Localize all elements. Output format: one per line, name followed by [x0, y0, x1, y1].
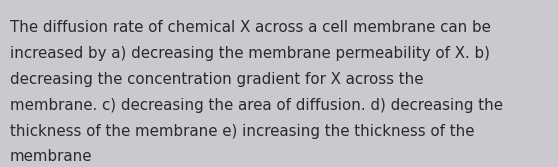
Text: decreasing the concentration gradient for X across the: decreasing the concentration gradient fo… — [10, 72, 424, 87]
Text: increased by a) decreasing the membrane permeability of X. b): increased by a) decreasing the membrane … — [10, 46, 490, 61]
Text: membrane: membrane — [10, 149, 93, 164]
Text: The diffusion rate of chemical X across a cell membrane can be: The diffusion rate of chemical X across … — [10, 20, 491, 35]
Text: membrane. c) decreasing the area of diffusion. d) decreasing the: membrane. c) decreasing the area of diff… — [10, 98, 503, 113]
Text: thickness of the membrane e) increasing the thickness of the: thickness of the membrane e) increasing … — [10, 124, 474, 139]
